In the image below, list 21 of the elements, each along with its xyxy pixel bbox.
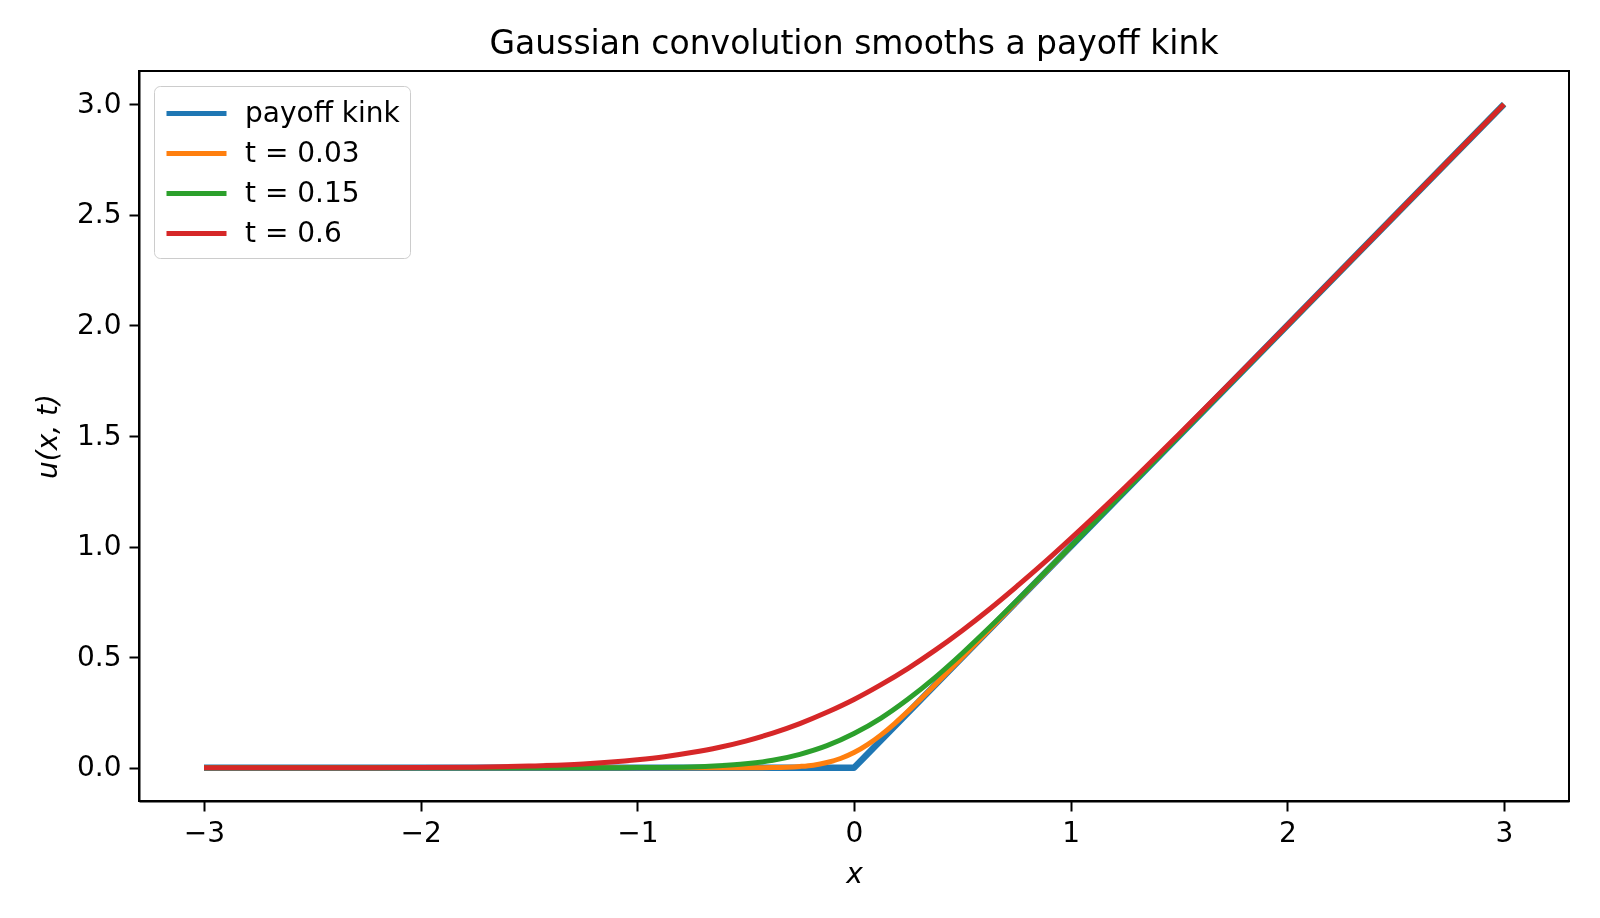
x-tick-label: 3 <box>1495 815 1514 849</box>
y-tick-label: 3.0 <box>76 86 122 120</box>
y-tick-label: 0.5 <box>76 639 122 673</box>
legend-label: t = 0.6 <box>245 215 342 249</box>
legend-label: t = 0.03 <box>245 135 360 169</box>
y-tick-label: 0.0 <box>76 750 122 784</box>
x-tick-label: −2 <box>400 815 442 849</box>
legend-label: t = 0.15 <box>245 175 360 209</box>
x-axis-title: x <box>845 856 864 890</box>
y-tick-label: 1.5 <box>76 418 122 452</box>
y-tick-label: 2.5 <box>76 197 122 231</box>
x-tick-label: −1 <box>617 815 659 849</box>
legend-label: payoff kink <box>245 95 401 129</box>
y-axis-title: u(x, t) <box>30 394 64 479</box>
x-tick-label: −3 <box>183 815 226 849</box>
y-tick-label: 1.0 <box>76 529 122 563</box>
chart-title: Gaussian convolution smooths a payoff kink <box>489 23 1220 62</box>
x-tick-label: 1 <box>1062 815 1081 849</box>
y-tick-label: 2.0 <box>76 307 122 341</box>
x-tick-label: 2 <box>1278 815 1297 849</box>
x-tick-label: 0 <box>845 815 864 849</box>
